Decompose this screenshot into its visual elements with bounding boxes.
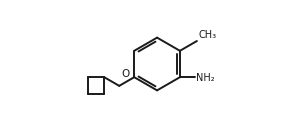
Text: CH₃: CH₃	[198, 30, 216, 40]
Text: O: O	[122, 69, 130, 79]
Text: NH₂: NH₂	[196, 73, 214, 83]
